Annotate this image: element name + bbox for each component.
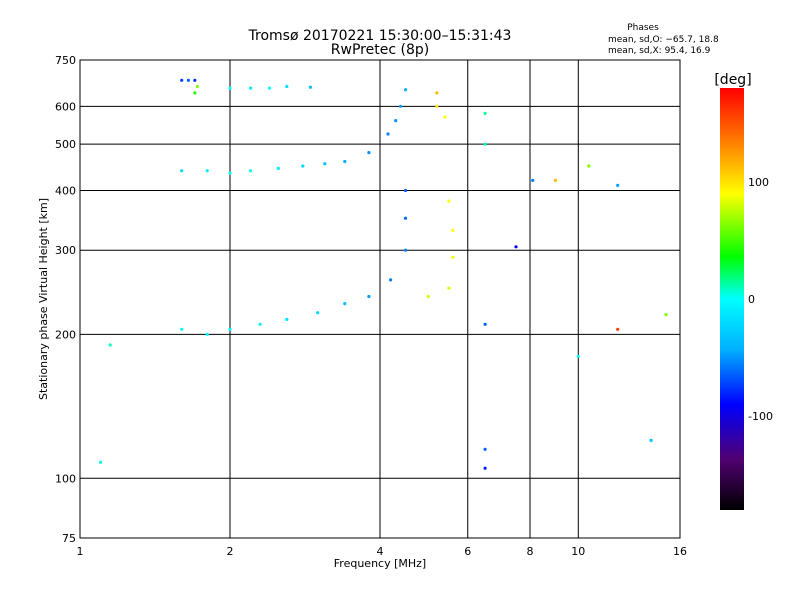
data-point [664, 313, 668, 317]
y-tick-label: 750 [55, 54, 76, 67]
data-point [435, 91, 439, 95]
y-tick-label: 100 [55, 472, 76, 485]
data-points [99, 78, 668, 470]
data-point [258, 322, 262, 326]
chart-subtitle: RwPretec (8p) [331, 42, 429, 58]
y-tick-labels: 75 100 200 300 400 500 600 750 [55, 54, 76, 545]
data-point [587, 164, 591, 168]
data-point [514, 245, 518, 249]
x-axis-label: Frequency [MHz] [334, 557, 426, 570]
data-point [195, 84, 199, 89]
stats-line-o: mean, sd,O: −65.7, 18.8 [608, 35, 719, 45]
data-point [616, 183, 620, 187]
data-point [447, 286, 451, 290]
grid-lines [80, 60, 680, 538]
data-point [316, 311, 320, 315]
y-tick-label: 400 [55, 184, 76, 197]
data-point [389, 278, 393, 282]
data-point [228, 171, 232, 175]
data-point [576, 354, 580, 358]
data-point [205, 169, 209, 173]
x-tick-labels: 1 2 4 6 8 10 16 [77, 545, 688, 558]
data-point [403, 188, 408, 193]
y-tick-label: 600 [55, 100, 76, 113]
data-point [267, 86, 272, 90]
data-point [451, 228, 455, 232]
colorbar-tick-labels: 100 0 -100 [748, 176, 773, 423]
data-point [308, 85, 312, 89]
data-point [399, 104, 403, 108]
data-point [276, 166, 280, 170]
data-point [228, 86, 232, 90]
data-point [323, 162, 327, 166]
data-point [553, 178, 558, 182]
chart-title: Tromsø 20170221 15:30:00–15:31:43 [248, 28, 512, 44]
y-axis-label: Stationary phase Virtual Height [km] [37, 198, 50, 400]
x-tick-label: 10 [571, 545, 585, 558]
y-tick-label: 200 [55, 328, 76, 341]
data-point [616, 327, 620, 331]
colorbar-tick-label: 0 [748, 293, 755, 306]
data-point [249, 169, 253, 173]
colorbar-tick-label: -100 [748, 410, 773, 423]
data-point [483, 466, 487, 470]
data-point [426, 294, 430, 299]
data-point [403, 216, 408, 220]
data-point [483, 142, 487, 146]
x-tick-label: 16 [673, 545, 687, 558]
x-tick-label: 2 [227, 545, 234, 558]
data-point [180, 327, 184, 331]
data-point [193, 91, 197, 95]
data-point [108, 343, 112, 347]
data-point [367, 151, 371, 155]
data-point [285, 317, 289, 321]
data-point [451, 255, 455, 259]
y-tick-label: 500 [55, 138, 76, 151]
data-point [193, 78, 197, 82]
y-tick-label: 300 [55, 244, 76, 257]
data-point [180, 169, 184, 173]
x-tick-label: 4 [377, 545, 384, 558]
data-point [301, 164, 305, 168]
y-tick-label: 75 [62, 532, 76, 545]
x-tick-label: 1 [77, 545, 84, 558]
data-point [531, 178, 535, 182]
x-tick-label: 8 [527, 545, 534, 558]
stats-line-x: mean, sd,X: 95.4, 16.9 [608, 46, 711, 56]
data-point [367, 294, 371, 299]
data-point [443, 115, 447, 119]
data-point [99, 460, 103, 464]
data-point [186, 78, 190, 82]
data-point [483, 447, 487, 451]
data-point [394, 119, 398, 123]
data-point [343, 159, 347, 164]
data-point [435, 104, 439, 108]
colorbar-tick-label: 100 [748, 176, 769, 189]
data-point [228, 327, 232, 331]
data-point [343, 302, 347, 306]
colorbar-label: [deg] [714, 72, 751, 88]
colorbar [720, 88, 744, 510]
data-point [386, 132, 390, 136]
data-point [205, 332, 209, 336]
data-point [483, 322, 487, 326]
data-point [403, 248, 408, 252]
data-point [180, 78, 184, 82]
stats-heading: Phases [627, 23, 659, 33]
data-point [403, 88, 408, 92]
data-point [285, 84, 289, 89]
data-point [649, 438, 653, 442]
data-point [249, 86, 253, 90]
x-tick-label: 6 [464, 545, 471, 558]
data-point [447, 199, 451, 203]
data-point [483, 111, 487, 115]
